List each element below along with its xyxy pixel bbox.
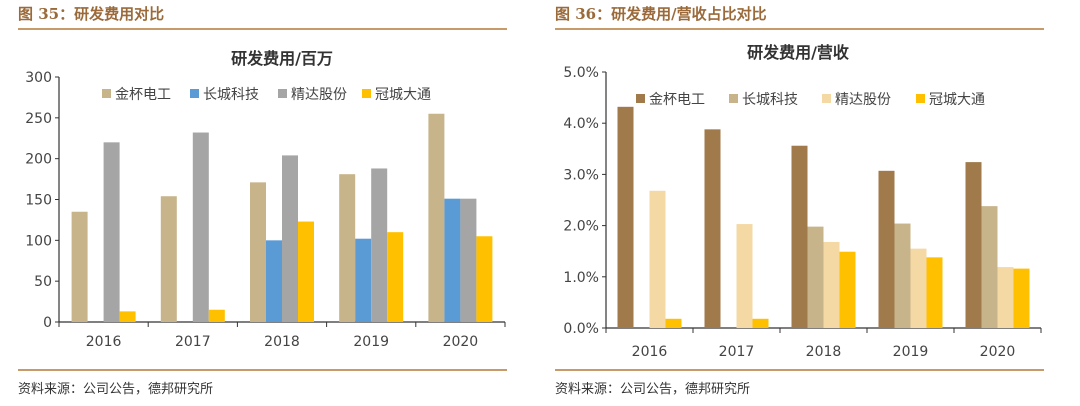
bar-精达股份-2017 [192, 132, 209, 322]
chart-rd-expense: 研发费用/百万 0 50 100 150 200 250 300 2016 2017 2018 201… [25, 49, 506, 350]
bar-冠城大通-2020 [476, 236, 493, 322]
bar-金杯电工-2019 [339, 174, 356, 322]
bar-金杯电工-2018 [250, 182, 266, 322]
legend-label: 冠城大通 [929, 92, 985, 108]
source-note-right: 资料来源：公司公告，德邦研究所 [555, 382, 751, 397]
y-tick-label: 100 [25, 233, 52, 249]
y-tick-label: 50 [34, 274, 52, 290]
legend-swatch [729, 94, 738, 103]
divider-bottom-right [555, 369, 1044, 371]
bar-冠城大通-2018 [298, 221, 314, 322]
legend-label: 长城科技 [203, 87, 259, 103]
legend-swatch [190, 89, 199, 98]
divider-top-right [555, 28, 1044, 30]
bar-精达股份-2016 [649, 190, 666, 328]
x-tick-label: 2017 [175, 334, 211, 350]
bar-金杯电工-2018 [791, 145, 808, 328]
legend-swatch [822, 94, 831, 103]
bar-长城科技-2020 [444, 198, 461, 322]
bar-金杯电工-2016 [617, 106, 634, 328]
x-tick-label: 2016 [632, 344, 668, 360]
x-tick-label: 2020 [443, 334, 479, 350]
y-tick-label: 2.0% [563, 219, 599, 235]
bar-长城科技-2018 [807, 226, 824, 328]
bar-金杯电工-2019 [878, 170, 895, 328]
bar-长城科技-2018 [266, 240, 282, 322]
y-tick-label: 0 [43, 315, 52, 331]
figure-title-right: 图 36：研发费用/营收占比对比 [555, 5, 767, 23]
y-tick-label: 0.0% [563, 321, 599, 337]
y-tick-label: 300 [25, 70, 52, 86]
divider-bottom-left [18, 369, 507, 371]
bar-精达股份-2020 [997, 267, 1014, 328]
bar-精达股份-2018 [282, 155, 298, 322]
legend-swatch [362, 89, 371, 98]
chart-rd-ratio: 研发费用/营收 0.0% 1.0% 2.0% 3.0% 4.0% 5.0% 2016 2017 2… [563, 43, 1042, 360]
x-tick-label: 2016 [86, 334, 122, 350]
bar-精达股份-2017 [736, 224, 753, 328]
legend-label: 长城科技 [742, 92, 798, 108]
bar-金杯电工-2017 [704, 129, 721, 328]
legend-swatch [278, 89, 287, 98]
bar-金杯电工-2016 [71, 211, 88, 322]
legend-swatch [102, 89, 111, 98]
bar-长城科技-2020 [981, 206, 998, 328]
source-note-left: 资料来源：公司公告，德邦研究所 [18, 382, 214, 397]
bar-冠城大通-2019 [926, 257, 943, 328]
legend-label: 金杯电工 [115, 87, 171, 103]
legend-label: 精达股份 [291, 87, 347, 103]
bar-金杯电工-2017 [160, 196, 177, 322]
bar-精达股份-2019 [910, 248, 927, 328]
legend-label: 精达股份 [835, 92, 891, 108]
divider-top-left [18, 28, 507, 30]
x-tick-label: 2019 [353, 334, 389, 350]
legend-swatch [916, 94, 925, 103]
bar-冠城大通-2020 [1013, 268, 1030, 328]
legend-label: 金杯电工 [649, 92, 705, 108]
x-tick-label: 2018 [264, 334, 300, 350]
bar-冠城大通-2017 [208, 309, 225, 322]
bar-冠城大通-2018 [839, 251, 856, 328]
y-tick-label: 4.0% [563, 116, 599, 132]
figure-title-left: 图 35：研发费用对比 [18, 5, 165, 23]
x-tick-label: 2018 [806, 344, 842, 360]
chart-title: 研发费用/营收 [747, 43, 849, 62]
bar-精达股份-2020 [460, 198, 477, 322]
bar-精达股份-2018 [823, 241, 840, 328]
y-tick-label: 5.0% [563, 65, 599, 81]
bar-金杯电工-2020 [965, 162, 982, 328]
x-tick-label: 2020 [980, 344, 1016, 360]
y-tick-label: 250 [25, 111, 52, 127]
chart-title: 研发费用/百万 [231, 49, 333, 68]
bar-精达股份-2016 [103, 142, 120, 322]
y-tick-label: 3.0% [563, 167, 599, 183]
legend-label: 冠城大通 [375, 87, 431, 103]
y-tick-label: 150 [25, 193, 52, 209]
y-tick-label: 200 [25, 152, 52, 168]
bar-冠城大通-2019 [387, 232, 404, 322]
bar-金杯电工-2020 [428, 113, 445, 322]
bar-长城科技-2019 [894, 223, 911, 328]
legend-swatch [636, 94, 645, 103]
x-tick-label: 2019 [893, 344, 929, 360]
bar-冠城大通-2017 [752, 318, 769, 328]
bar-精达股份-2019 [371, 168, 388, 322]
bar-冠城大通-2016 [119, 311, 136, 322]
y-tick-label: 1.0% [563, 270, 599, 286]
bar-长城科技-2019 [355, 238, 372, 322]
bar-冠城大通-2016 [665, 318, 682, 328]
x-tick-label: 2017 [719, 344, 755, 360]
